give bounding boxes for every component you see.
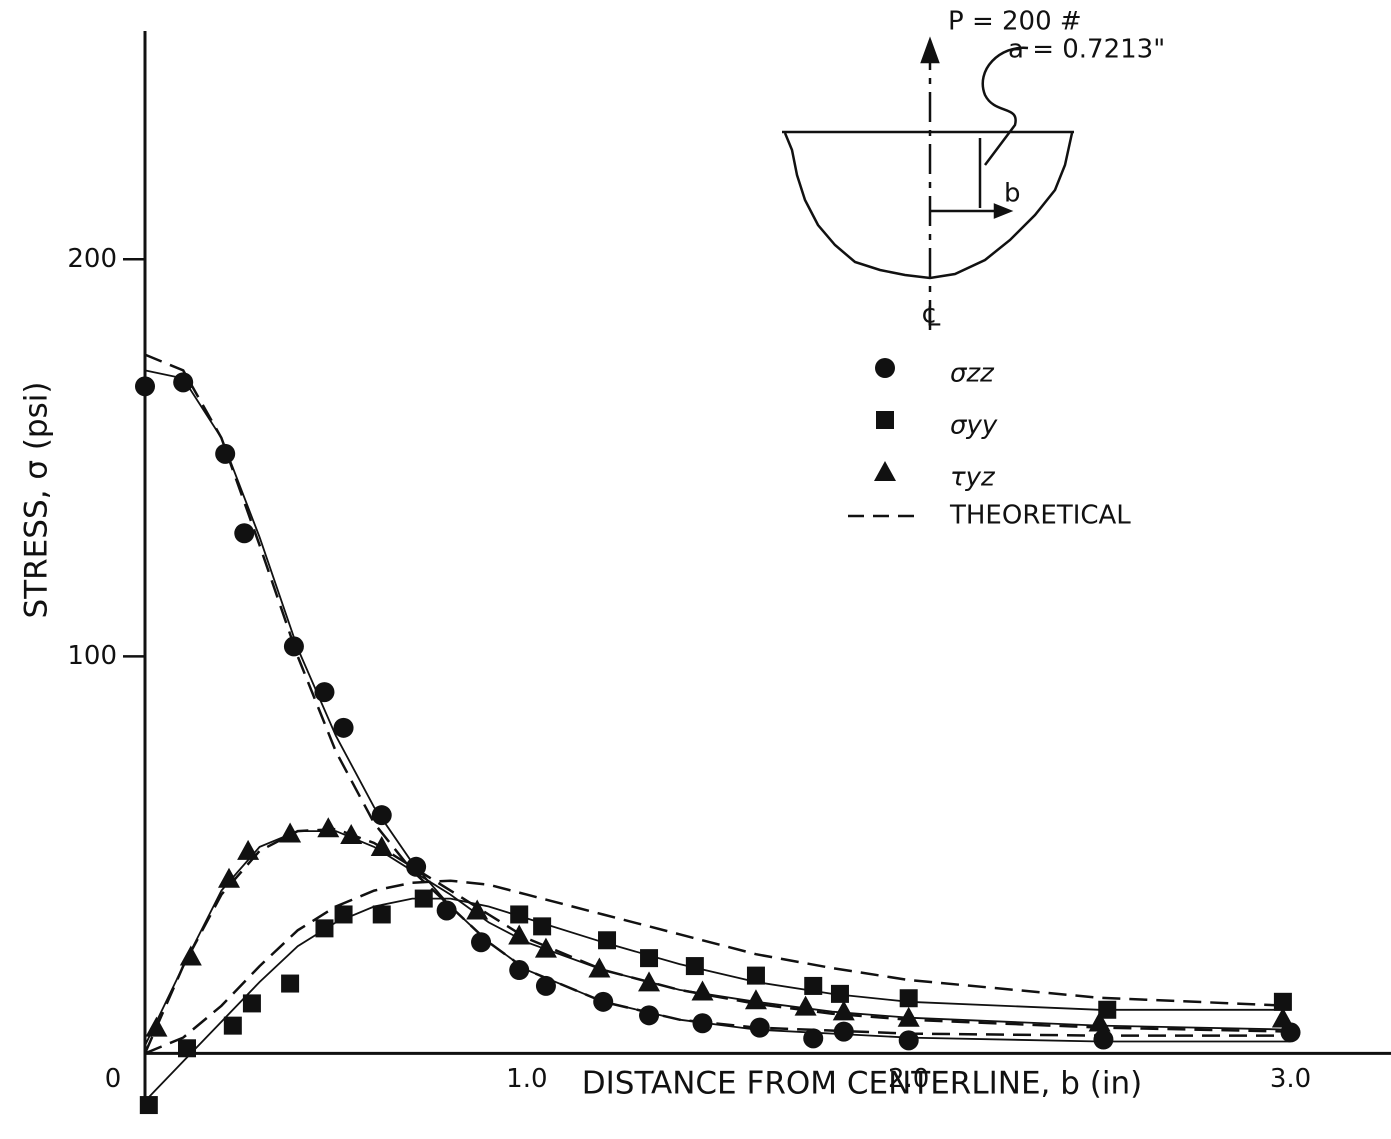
x-tick-label: 1.0 [506,1064,547,1094]
point [471,932,492,953]
arrow-head [993,203,1014,219]
theoretical-curve [144,879,1291,1055]
arrow-head [920,36,940,64]
point [534,937,557,958]
point [832,1000,855,1021]
point [1088,1011,1111,1032]
point [145,1016,168,1037]
point [370,835,393,856]
point [803,1028,824,1049]
fit-curve [144,830,1291,1046]
point [830,984,849,1003]
load-label: P = 200 # [948,7,1082,37]
point [898,1030,919,1051]
point [1271,1007,1294,1028]
point [179,945,202,966]
point [794,995,817,1016]
point [598,931,617,950]
point [371,805,392,826]
point [638,971,661,992]
point [1093,1029,1114,1050]
point [234,523,255,544]
contour [783,132,1074,280]
legend-label: τyz [950,463,996,493]
point [509,960,530,981]
theoretical-curve [143,827,1291,1054]
point [333,717,354,738]
point [317,817,340,838]
centerline-label: ℄ [923,303,941,333]
point [749,1017,770,1038]
point [406,856,427,877]
point [899,989,918,1008]
point [372,905,391,924]
point [639,1005,660,1026]
point [533,917,552,936]
point [1273,992,1292,1011]
point [535,975,556,996]
y-axis-title: STRESS, σ (psi) [19,382,55,619]
point [804,976,823,995]
inset-diagram [782,36,1074,330]
point [218,867,241,888]
point [414,889,433,908]
x-tick-label: 2.0 [888,1064,929,1094]
point [897,1006,920,1027]
legend-label: THEORETICAL [949,501,1131,531]
point [237,839,260,860]
point [1098,1000,1117,1019]
point [685,957,704,976]
legend-marker [874,461,896,481]
point [135,376,155,397]
point [139,1096,158,1115]
fit-curve [144,369,1291,1043]
point [593,991,614,1012]
point [436,900,457,921]
x-axis-title: DISTANCE FROM CENTERLINE, b (in) [582,1066,1142,1102]
point [279,822,302,843]
x-tick-label: 3.0 [1270,1064,1311,1094]
point [173,372,194,393]
legend-label: σzz [950,359,995,389]
point [508,924,531,945]
point [178,1039,197,1058]
legend-label: σyy [950,411,998,441]
point [340,824,363,845]
point [510,905,529,924]
point [833,1021,854,1042]
point [283,636,304,657]
point [242,994,261,1013]
x-tick-label: 0 [105,1064,122,1094]
point [215,443,236,464]
point [691,980,714,1001]
point [692,1013,713,1034]
point [466,899,489,920]
theoretical-curve [144,353,1291,1037]
point [640,949,659,968]
point [746,966,765,985]
point [314,682,335,703]
point [744,989,767,1010]
radius-label: a = 0.7213" [1008,35,1165,65]
point [588,957,611,978]
point [315,919,334,938]
legend-marker [876,411,894,429]
y-tick-label: 100 [67,641,117,671]
point [334,905,353,924]
depth-label: b [1004,179,1021,209]
point [281,974,300,993]
leader [981,46,1029,166]
point [223,1016,242,1035]
y-tick-label: 200 [67,244,117,274]
legend-marker [875,358,895,378]
